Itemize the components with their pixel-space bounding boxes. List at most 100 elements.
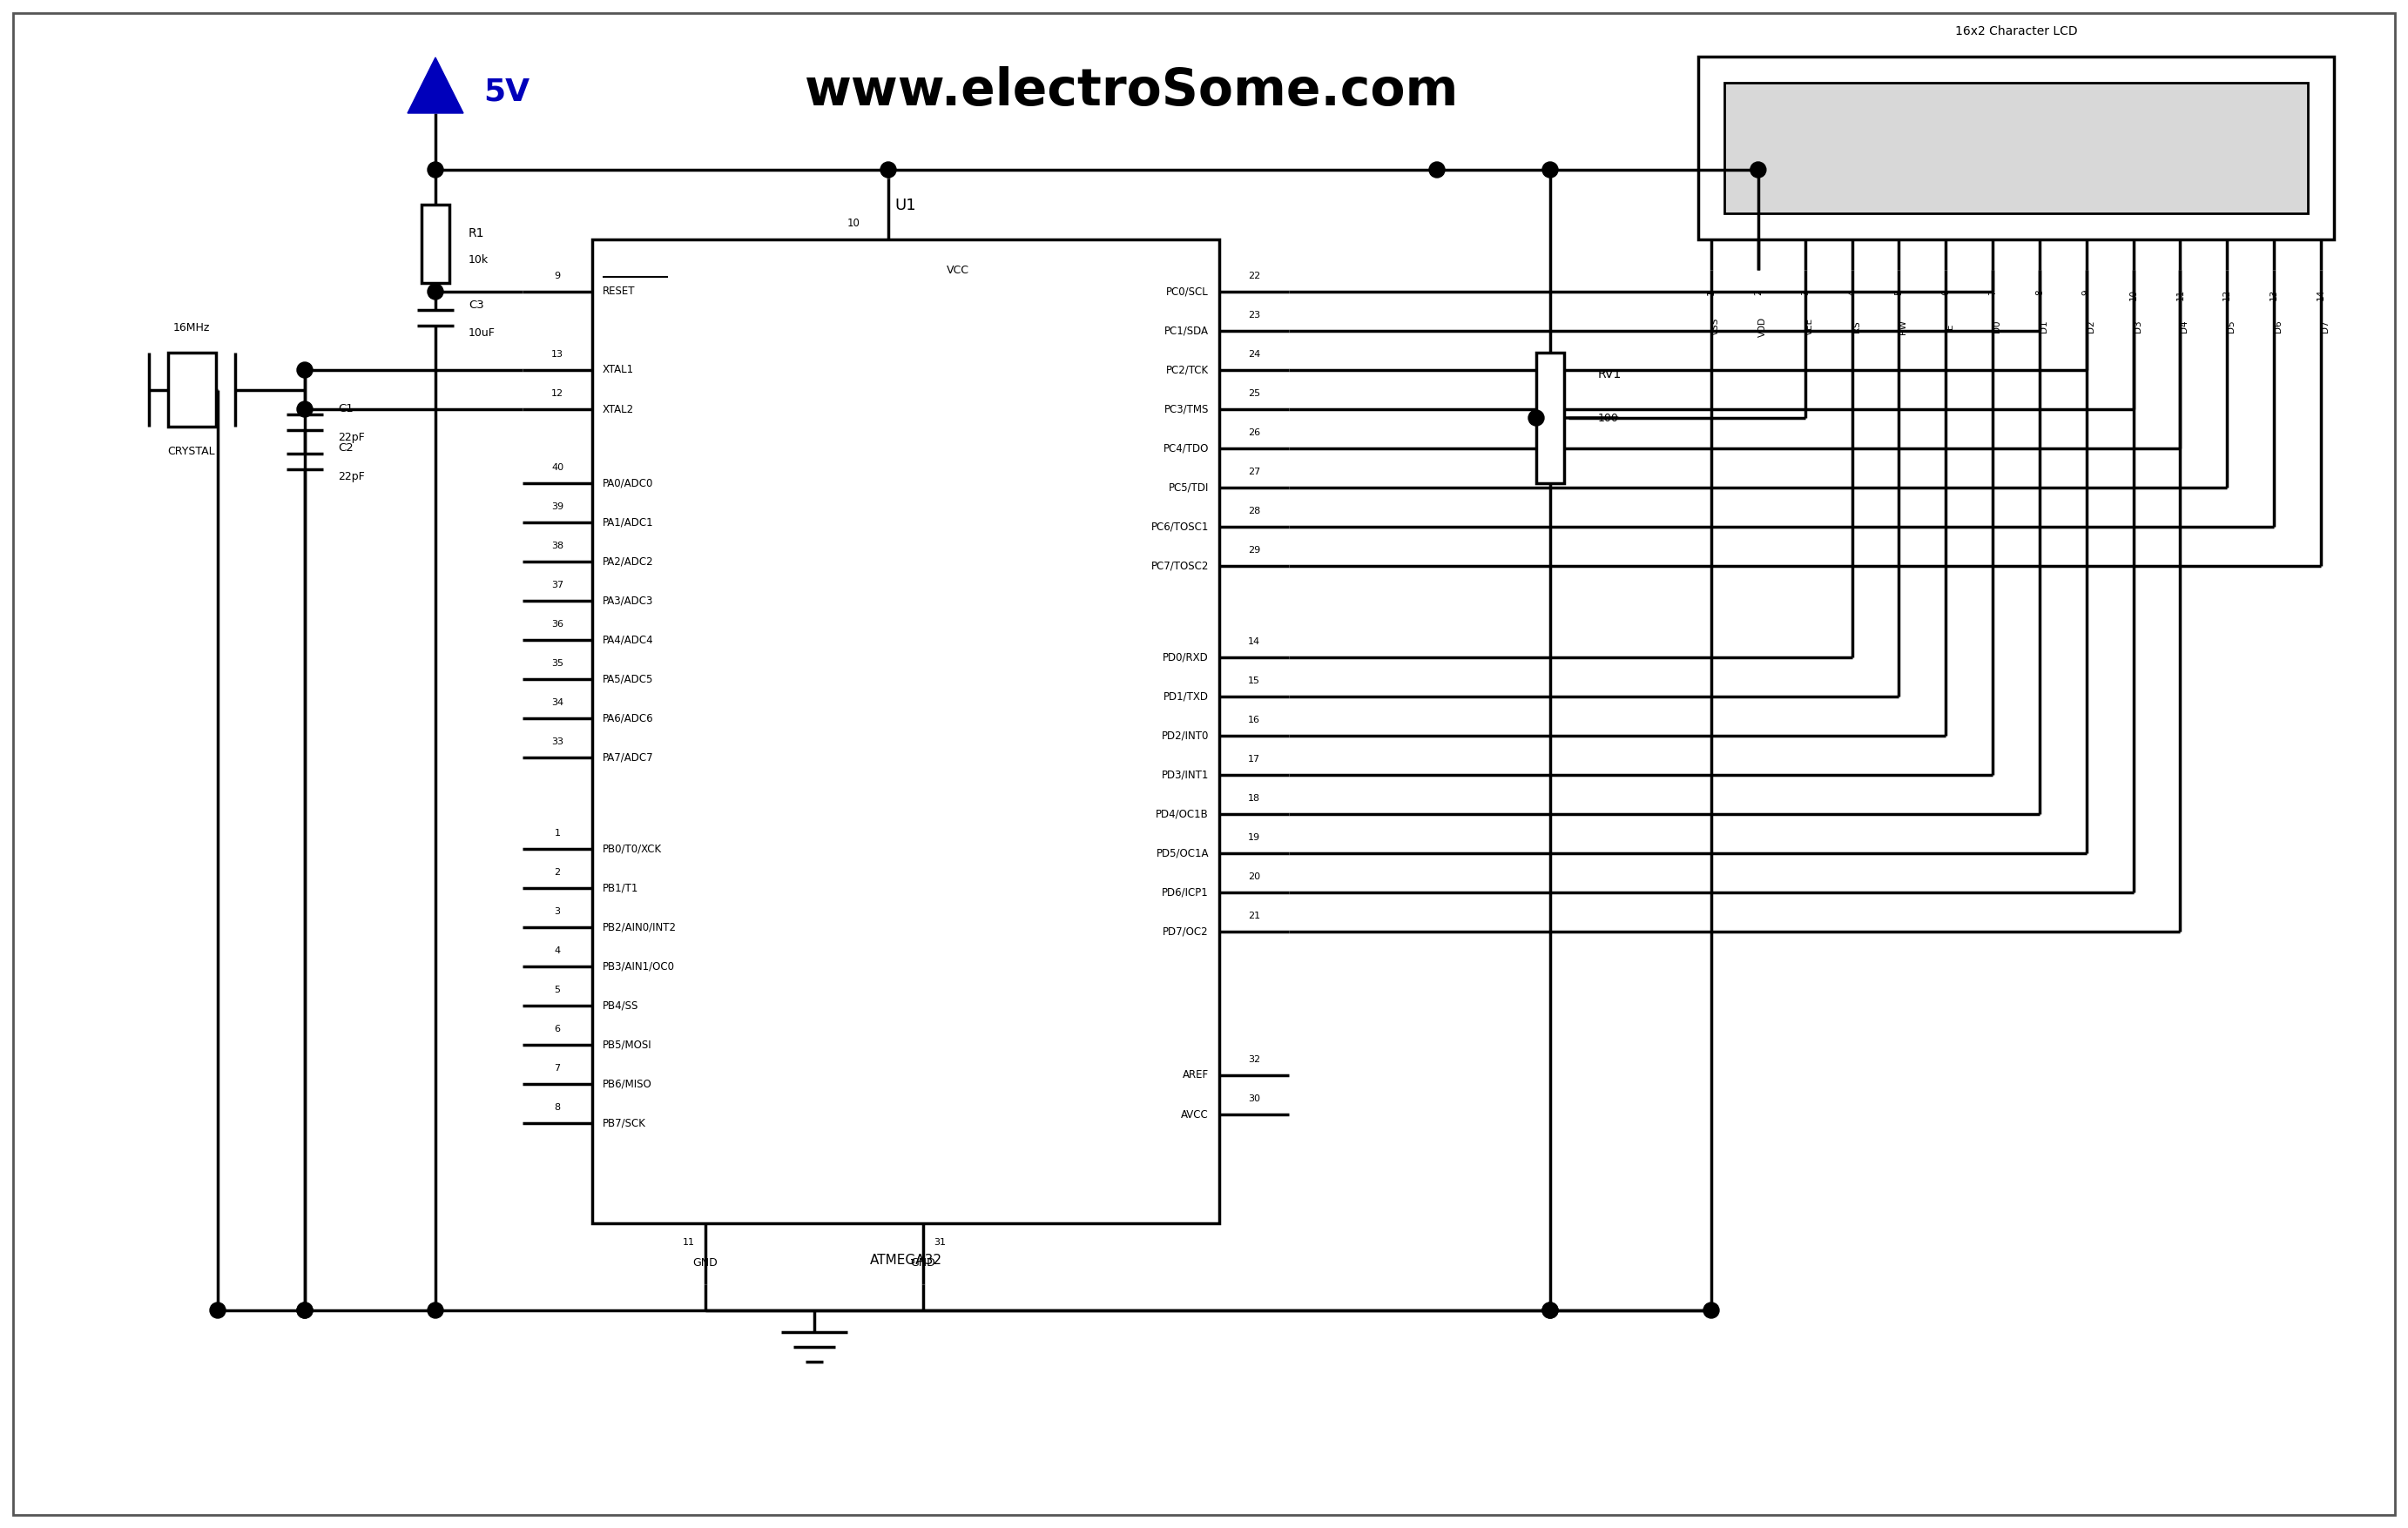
Text: XTAL1: XTAL1 — [602, 364, 633, 376]
Text: 35: 35 — [551, 659, 563, 668]
Text: 16MHz: 16MHz — [173, 322, 209, 333]
Text: CRYSTAL: CRYSTAL — [169, 446, 214, 457]
Text: PA3/ADC3: PA3/ADC3 — [602, 594, 653, 607]
Text: 7: 7 — [1989, 289, 1996, 295]
Text: PC1/SDA: PC1/SDA — [1165, 325, 1209, 336]
Circle shape — [429, 162, 443, 177]
Text: 22: 22 — [1247, 272, 1259, 280]
Text: PC2/TCK: PC2/TCK — [1165, 364, 1209, 376]
Text: 8: 8 — [2035, 289, 2044, 295]
Text: VDD: VDD — [1758, 316, 1767, 336]
Text: 3: 3 — [1801, 289, 1808, 295]
Text: PA6/ADC6: PA6/ADC6 — [602, 712, 653, 724]
Text: PB4/SS: PB4/SS — [602, 999, 638, 1012]
Text: PB0/T0/XCK: PB0/T0/XCK — [602, 843, 662, 854]
Text: PA1/ADC1: PA1/ADC1 — [602, 516, 653, 529]
Text: C3: C3 — [470, 299, 484, 310]
Text: D1: D1 — [2040, 321, 2049, 333]
Text: 17: 17 — [1247, 755, 1259, 764]
Circle shape — [1544, 1302, 1558, 1319]
Text: PC6/TOSC1: PC6/TOSC1 — [1151, 521, 1209, 532]
Text: PB6/MISO: PB6/MISO — [602, 1079, 653, 1089]
Text: 16: 16 — [1247, 715, 1259, 724]
Text: PA4/ADC4: PA4/ADC4 — [602, 634, 653, 646]
Text: PC5/TDI: PC5/TDI — [1168, 481, 1209, 494]
Circle shape — [429, 284, 443, 299]
Text: 33: 33 — [551, 738, 563, 746]
Text: 8: 8 — [554, 1103, 561, 1112]
Polygon shape — [407, 58, 462, 113]
Text: 31: 31 — [934, 1238, 946, 1247]
Text: 5: 5 — [554, 986, 561, 995]
Text: 10k: 10k — [470, 254, 489, 266]
Text: PB2/AIN0/INT2: PB2/AIN0/INT2 — [602, 921, 677, 934]
Text: D4: D4 — [2179, 321, 2189, 333]
Text: PD7/OC2: PD7/OC2 — [1163, 926, 1209, 937]
Text: 34: 34 — [551, 698, 563, 707]
Text: 5V: 5V — [484, 76, 530, 107]
Text: 3: 3 — [554, 908, 561, 915]
Text: D7: D7 — [2321, 321, 2329, 333]
Text: VCC: VCC — [946, 264, 970, 275]
Circle shape — [429, 1302, 443, 1319]
Text: PA5/ADC5: PA5/ADC5 — [602, 674, 653, 685]
Text: 37: 37 — [551, 581, 563, 590]
Text: 10: 10 — [2129, 289, 2138, 301]
Text: PC0/SCL: PC0/SCL — [1165, 286, 1209, 298]
Text: PA0/ADC0: PA0/ADC0 — [602, 478, 653, 489]
Text: AVCC: AVCC — [1182, 1109, 1209, 1120]
Text: D5: D5 — [2227, 321, 2237, 333]
Circle shape — [1702, 1302, 1719, 1319]
Text: 1: 1 — [1707, 289, 1714, 295]
Text: PA2/ADC2: PA2/ADC2 — [602, 556, 653, 567]
Circle shape — [1751, 162, 1765, 177]
Text: PD0/RXD: PD0/RXD — [1163, 651, 1209, 663]
Bar — [592, 240, 1218, 1224]
Text: XTAL2: XTAL2 — [602, 403, 633, 416]
Text: 18: 18 — [1247, 795, 1259, 802]
Circle shape — [881, 162, 896, 177]
Text: RV1: RV1 — [1599, 368, 1623, 380]
Text: 24: 24 — [1247, 350, 1259, 359]
Text: 38: 38 — [551, 541, 563, 550]
Text: C2: C2 — [337, 443, 354, 454]
Text: 6: 6 — [554, 1025, 561, 1033]
Text: 16x2 Character LCD: 16x2 Character LCD — [1955, 26, 2078, 38]
Text: 5: 5 — [1895, 289, 1902, 295]
Text: 39: 39 — [551, 503, 563, 510]
Circle shape — [296, 1302, 313, 1319]
Circle shape — [1544, 162, 1558, 177]
Text: 2: 2 — [1753, 289, 1763, 295]
Text: 36: 36 — [551, 620, 563, 628]
Text: PC7/TOSC2: PC7/TOSC2 — [1151, 561, 1209, 571]
Text: PA7/ADC7: PA7/ADC7 — [602, 752, 653, 762]
Text: PD3/INT1: PD3/INT1 — [1161, 769, 1209, 781]
Bar — [1724, 83, 2307, 214]
Circle shape — [1529, 410, 1544, 426]
Bar — [169, 353, 217, 426]
Text: 20: 20 — [1247, 872, 1259, 882]
Circle shape — [296, 362, 313, 377]
Text: D3: D3 — [2133, 321, 2143, 333]
Text: U1: U1 — [896, 197, 917, 214]
Text: 32: 32 — [1247, 1056, 1259, 1063]
Text: PB7/SCK: PB7/SCK — [602, 1117, 645, 1129]
Text: 13: 13 — [2271, 289, 2278, 301]
Text: GND: GND — [910, 1258, 937, 1268]
Text: 28: 28 — [1247, 507, 1259, 515]
Bar — [1698, 57, 2333, 240]
Text: PB3/AIN1/OC0: PB3/AIN1/OC0 — [602, 961, 674, 972]
Text: 13: 13 — [551, 350, 563, 359]
Text: D6: D6 — [2273, 321, 2283, 333]
Text: D0: D0 — [1994, 321, 2001, 333]
Text: PC4/TDO: PC4/TDO — [1163, 443, 1209, 454]
Text: 19: 19 — [1247, 833, 1259, 842]
Text: 9: 9 — [554, 272, 561, 280]
Circle shape — [296, 402, 313, 417]
Text: 27: 27 — [1247, 468, 1259, 477]
Text: 12: 12 — [551, 390, 563, 397]
Circle shape — [296, 1302, 313, 1319]
Text: 22pF: 22pF — [337, 472, 364, 483]
Text: AREF: AREF — [1182, 1070, 1209, 1080]
Text: 11: 11 — [2177, 289, 2184, 301]
